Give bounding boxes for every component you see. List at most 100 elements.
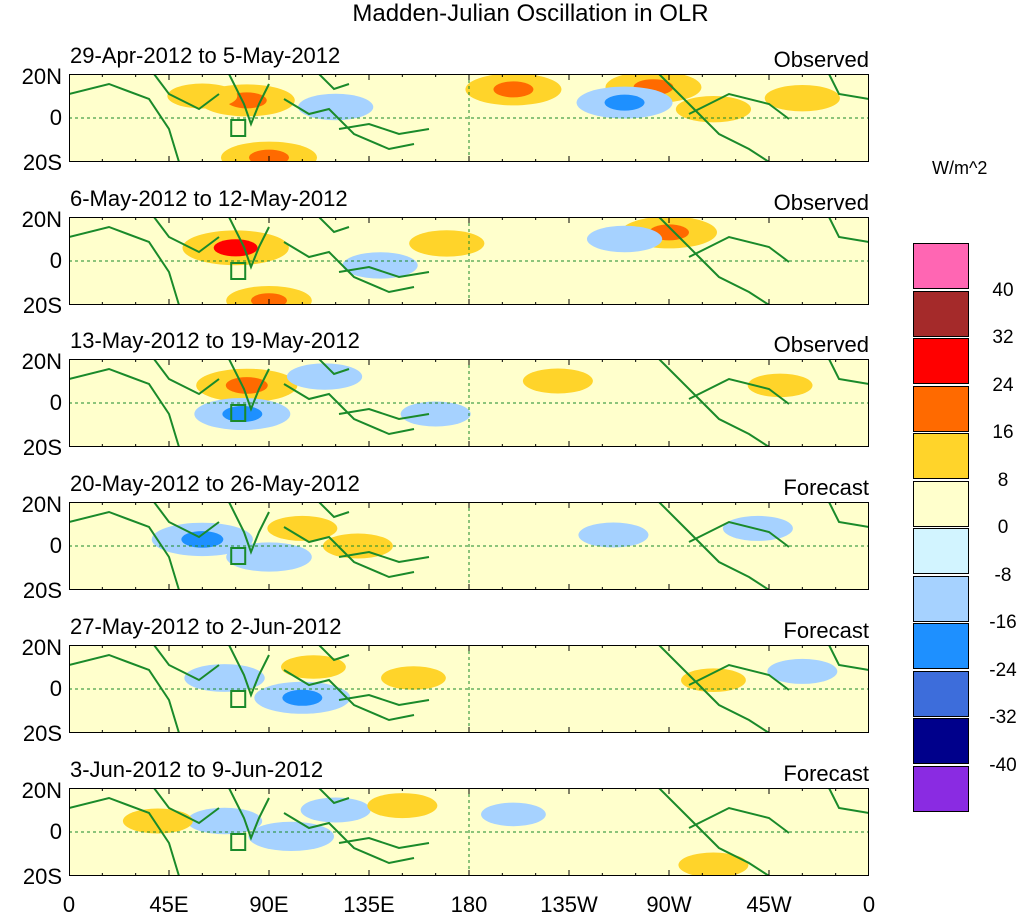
coastline <box>69 510 180 590</box>
anomaly-core <box>225 377 268 394</box>
x-tick-label: 135W <box>540 892 598 917</box>
anomaly-region <box>286 363 363 390</box>
x-tick-label: 90E <box>249 892 289 917</box>
region-box <box>230 404 247 422</box>
colorbar-swatch <box>913 528 969 574</box>
coastline <box>318 502 350 519</box>
y-tick-label: 20N <box>21 492 62 517</box>
colorbar-tick-label: -24 <box>989 659 1017 681</box>
anomaly-region <box>409 230 485 257</box>
x-tick-label: 135E <box>343 892 395 917</box>
y-tick-label: 0 <box>49 676 62 701</box>
map-panel <box>69 74 869 162</box>
y-tick-label: 20N <box>21 635 62 660</box>
coastline <box>688 663 790 691</box>
coastline <box>153 359 220 396</box>
anomaly-region <box>747 373 813 398</box>
x-tick-label: 180 <box>450 892 488 917</box>
panel-date-label: 13-May-2012 to 19-May-2012 <box>70 328 360 353</box>
y-tick-label: 20N <box>21 778 62 803</box>
colorbar-swatch <box>913 575 969 622</box>
anomaly-region <box>678 852 749 876</box>
colorbar-swatch <box>913 385 969 432</box>
anomaly-region <box>481 802 546 827</box>
anomaly-core <box>493 81 534 98</box>
colorbar-tick-label: 32 <box>992 327 1014 348</box>
panel-type-label: Forecast <box>783 475 869 500</box>
coastline <box>228 359 270 412</box>
coastline <box>828 645 869 671</box>
colorbar-tick-label: -8 <box>994 564 1012 586</box>
anomaly-region <box>367 793 438 819</box>
coastline <box>228 502 270 555</box>
anomaly-region <box>184 664 265 692</box>
x-tick-label: 45E <box>149 892 189 917</box>
anomaly-core <box>222 406 263 422</box>
colorbar-swatch <box>913 765 969 812</box>
coastline <box>688 235 790 263</box>
colorbar-tick-label: -16 <box>989 612 1017 633</box>
coastline <box>69 653 180 733</box>
colorbar-swatch <box>913 338 969 384</box>
coastline <box>283 669 415 722</box>
panel-plot <box>69 645 869 733</box>
region-box <box>230 690 247 708</box>
colorbar-tick-label: -40 <box>989 754 1017 776</box>
region-box <box>230 833 247 851</box>
coastline <box>688 377 790 405</box>
coastline <box>69 367 180 447</box>
coastline <box>228 217 270 270</box>
coastline <box>658 74 770 162</box>
coastline <box>318 645 350 662</box>
colorbar-tick-label: 40 <box>992 279 1014 301</box>
colorbar-swatch <box>913 433 969 479</box>
anomaly-region <box>675 96 752 123</box>
region-box <box>230 262 247 280</box>
y-tick-label: 20N <box>21 349 62 374</box>
coastline <box>153 217 220 254</box>
anomaly-region <box>586 225 663 253</box>
coastline <box>283 526 415 579</box>
panel-plot <box>69 788 869 876</box>
y-tick-label: 0 <box>49 248 62 273</box>
coastline <box>69 82 180 162</box>
panel-plot <box>69 74 869 162</box>
coastline <box>338 265 430 279</box>
colorbar-tick-label: 0 <box>997 517 1009 538</box>
coastline <box>828 359 869 385</box>
y-tick-label: 20S <box>22 150 62 175</box>
y-tick-label: 20S <box>22 864 62 889</box>
anomaly-region <box>167 83 238 109</box>
coastline <box>338 407 430 421</box>
colorbar-unit: W/m^2 <box>932 158 988 178</box>
panel-type-label: Forecast <box>783 761 869 786</box>
coastline <box>658 217 770 305</box>
region-box <box>230 547 247 565</box>
colorbar-swatch <box>913 290 969 337</box>
coastline <box>69 796 180 876</box>
y-tick-label: 20S <box>22 578 62 603</box>
panel-plot <box>69 502 869 590</box>
coastline <box>228 645 270 698</box>
anomaly-region <box>578 522 649 548</box>
coastline <box>318 217 350 234</box>
anomaly-region <box>767 658 838 684</box>
y-tick-label: 20S <box>22 293 62 318</box>
coastline <box>318 74 350 91</box>
coastline <box>153 645 220 682</box>
coastline <box>688 92 790 120</box>
coastline <box>283 98 415 151</box>
coastline <box>283 383 415 436</box>
anomaly-region <box>681 668 746 692</box>
x-tick-label: 90W <box>646 892 692 917</box>
coastline <box>318 359 350 376</box>
chart-title: Madden-Julian Oscillation in OLR <box>352 0 709 27</box>
panel-date-label: 27-May-2012 to 2-Jun-2012 <box>70 614 342 639</box>
colorbar-tick-label: -32 <box>989 707 1017 728</box>
anomaly-region <box>764 85 840 112</box>
panel-date-label: 6-May-2012 to 12-May-2012 <box>70 186 348 211</box>
panel-date-label: 29-Apr-2012 to 5-May-2012 <box>70 43 341 68</box>
panel-date-label: 3-Jun-2012 to 9-Jun-2012 <box>70 757 324 782</box>
colorbar-swatch <box>913 243 969 289</box>
y-tick-label: 20N <box>21 207 62 232</box>
